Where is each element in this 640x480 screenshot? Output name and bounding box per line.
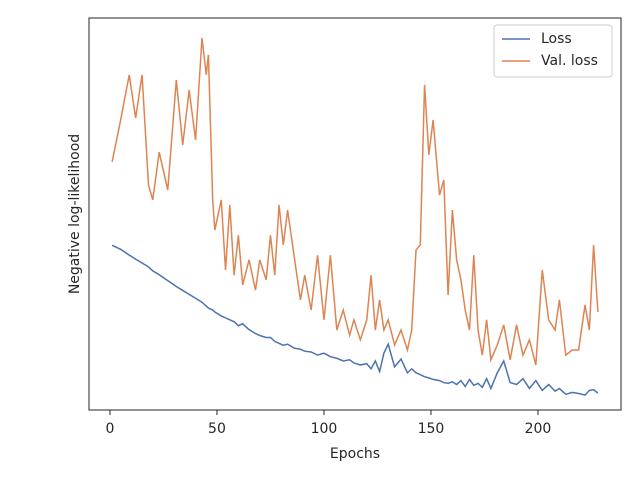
series-line (111, 244, 599, 396)
legend-label: Loss (541, 31, 572, 47)
legend-box (493, 24, 613, 78)
x-tick-label: 150 (418, 421, 445, 437)
legend-label: Val. loss (541, 53, 598, 69)
x-tick-label: 200 (525, 421, 552, 437)
plot-frame (88, 17, 622, 411)
x-axis-label: Epochs (330, 446, 380, 462)
y-axis-label: Negative log-likelihood (67, 134, 83, 294)
x-tick-label: 50 (208, 421, 226, 437)
x-tick-label: 0 (106, 421, 115, 437)
x-tick-label: 100 (311, 421, 338, 437)
series-line (111, 37, 599, 366)
